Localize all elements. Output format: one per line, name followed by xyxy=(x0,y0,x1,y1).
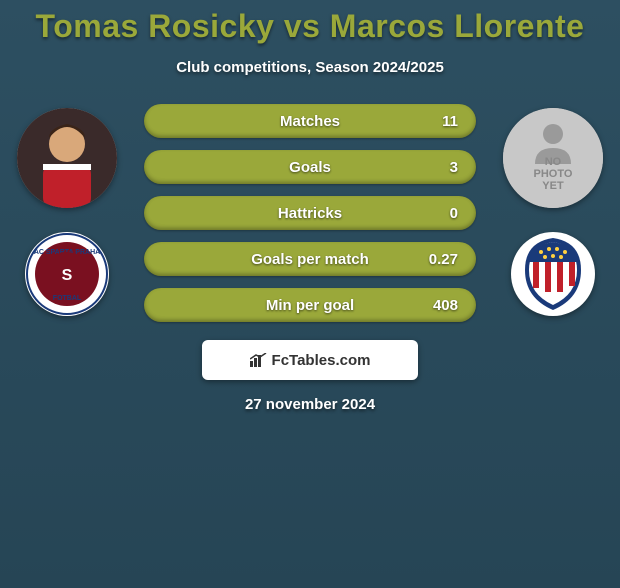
svg-text:S: S xyxy=(62,267,73,284)
no-photo-text: NOPHOTOYET xyxy=(534,156,573,192)
right-club-badge xyxy=(511,232,595,316)
stat-label: Hattricks xyxy=(278,205,342,222)
stat-bar: Goals 3 xyxy=(144,150,476,184)
left-player-photo xyxy=(17,108,117,208)
stat-label: Goals per match xyxy=(251,251,369,268)
stat-value: 408 xyxy=(433,297,458,314)
atletico-badge-icon xyxy=(511,232,595,316)
stats-bars: Matches 11 Goals 3 Hattricks 0 Goals per match… xyxy=(122,104,498,322)
stat-bar: Matches 11 xyxy=(144,104,476,138)
brand-badge[interactable]: FcTables.com xyxy=(202,340,418,380)
stat-value: 3 xyxy=(450,159,458,176)
stat-label: Matches xyxy=(280,113,340,130)
svg-text:FOTBAL: FOTBAL xyxy=(53,295,82,302)
stat-label: Min per goal xyxy=(266,297,354,314)
left-club-badge: AC SPARTA PRAHA S FOTBAL xyxy=(25,232,109,316)
no-photo-placeholder: NOPHOTOYET xyxy=(503,108,603,208)
stat-value: 0.27 xyxy=(429,251,458,268)
stat-bar: Hattricks 0 xyxy=(144,196,476,230)
right-player-photo: NOPHOTOYET xyxy=(503,108,603,208)
stat-value: 0 xyxy=(450,205,458,222)
brand-text: FcTables.com xyxy=(272,352,371,369)
player-avatar-left xyxy=(17,108,117,208)
stat-value: 11 xyxy=(442,113,458,130)
content-row: AC SPARTA PRAHA S FOTBAL Matches 11 Goals 3… xyxy=(10,104,610,322)
sparta-badge-icon: AC SPARTA PRAHA S FOTBAL xyxy=(25,232,109,316)
footer-date: 27 november 2024 xyxy=(10,396,610,413)
comparison-card: Tomas Rosicky vs Marcos Llorente Club co… xyxy=(0,8,620,413)
stat-bar: Min per goal 408 xyxy=(144,288,476,322)
stat-label: Goals xyxy=(289,159,331,176)
page-title: Tomas Rosicky vs Marcos Llorente xyxy=(10,8,610,45)
left-column: AC SPARTA PRAHA S FOTBAL xyxy=(12,104,122,316)
subtitle: Club competitions, Season 2024/2025 xyxy=(10,59,610,76)
chart-icon xyxy=(250,353,268,367)
stat-bar: Goals per match 0.27 xyxy=(144,242,476,276)
right-column: NOPHOTOYET xyxy=(498,104,608,316)
